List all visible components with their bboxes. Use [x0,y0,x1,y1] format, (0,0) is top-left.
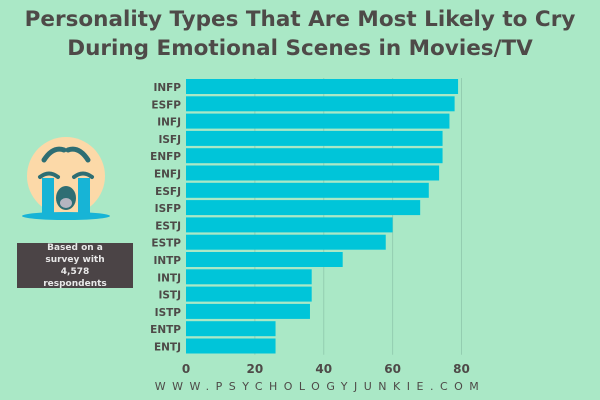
bar-entp [186,321,276,337]
bar-estp [186,234,386,250]
category-label: ESFJ [155,186,181,198]
bar-istj [186,286,312,302]
x-tick-label: 60 [384,362,401,376]
category-label: ISFP [155,203,182,215]
survey-note: Based on a survey with 4,578 respondents [43,242,107,289]
category-label: ENFJ [154,169,181,181]
x-tick-label: 80 [453,362,470,376]
bar-estj [186,217,393,233]
bar-isfp [186,200,421,216]
bar-intj [186,269,312,285]
category-label: ENFP [150,151,181,163]
category-label: INFP [153,82,181,94]
website-footer: WWW.PSYCHOLOGYJUNKIE.COM [154,380,486,393]
survey-note-box: Based on a survey with 4,578 respondents [17,242,133,289]
bar-esfj [186,182,429,198]
category-label: ESTJ [155,220,181,232]
chart-title-line2: During Emotional Scenes in Movies/TV [67,36,533,61]
bar-infp [186,79,459,94]
bar-enfj [186,165,440,181]
x-tick-label: 40 [315,362,332,376]
bar-esfp [186,96,455,112]
category-label: ISFJ [158,134,181,146]
category-label: ENTP [150,324,181,336]
category-label: ESTP [151,238,181,250]
chart-title-line1: Personality Types That Are Most Likely t… [24,7,576,32]
category-label: INTP [153,255,181,267]
category-label: INTJ [157,272,181,284]
category-label: ESFP [151,99,181,111]
category-label: INFJ [157,117,181,129]
x-tick-label: 0 [182,362,190,376]
crying-face-icon [22,137,110,220]
bar-enfp [186,148,443,164]
bar-intp [186,252,343,267]
x-tick-label: 20 [247,362,264,376]
bar-isfj [186,130,443,146]
category-label: ENTJ [154,342,181,354]
category-label: ISTJ [158,290,181,302]
bar-istp [186,303,310,319]
bar-entj [186,338,276,354]
category-label: ISTP [155,307,182,319]
bar-infj [186,113,450,129]
